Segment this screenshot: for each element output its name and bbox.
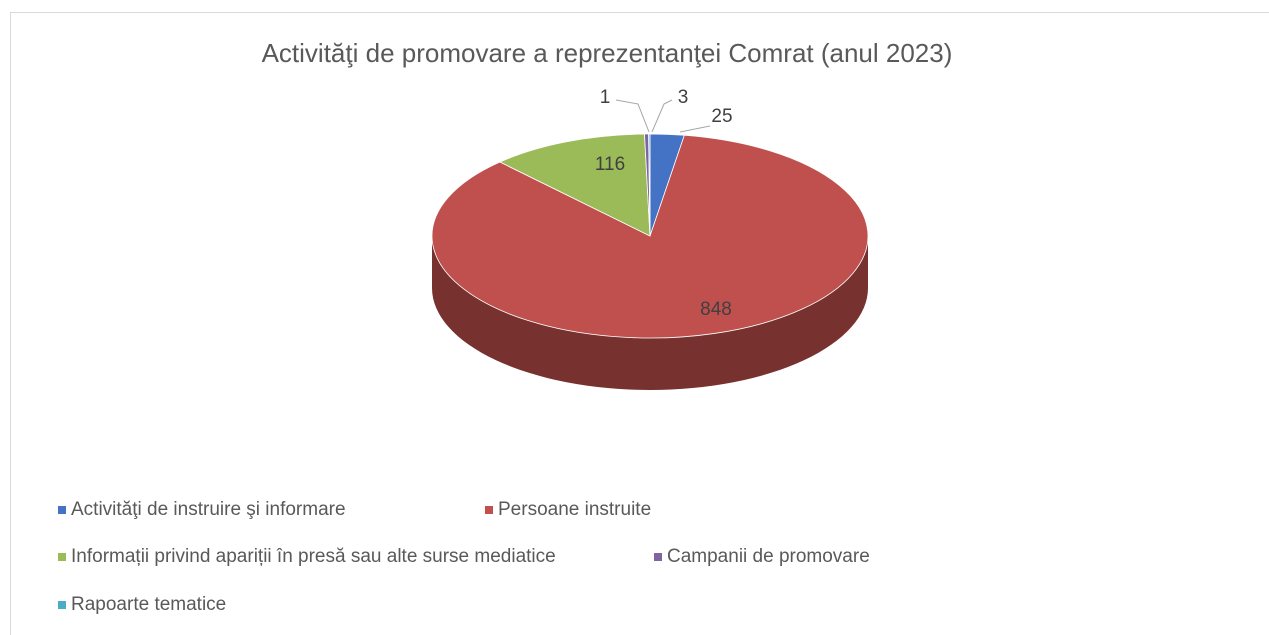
slice bbox=[648, 133, 651, 237]
legend-label: Activităţi de instruire şi informare bbox=[71, 499, 346, 520]
legend-label: Rapoarte tematice bbox=[71, 594, 226, 615]
legend-swatch bbox=[58, 553, 66, 561]
legend-label: Informații privind apariții în presă sau… bbox=[71, 546, 556, 567]
data-label: 3 bbox=[678, 87, 689, 108]
data-label: 1 bbox=[600, 87, 611, 108]
slice-side bbox=[432, 236, 868, 390]
data-label: 848 bbox=[700, 299, 732, 320]
leader-line bbox=[615, 99, 650, 133]
data-label: 116 bbox=[595, 154, 625, 175]
slice bbox=[498, 133, 651, 237]
legend-swatch bbox=[654, 553, 662, 561]
slice bbox=[431, 134, 869, 339]
legend-swatch bbox=[58, 506, 66, 514]
data-label: 25 bbox=[711, 106, 732, 127]
leader-line bbox=[651, 99, 673, 133]
legend-label: Campanii de promovare bbox=[667, 546, 870, 567]
leader-line bbox=[679, 125, 711, 133]
legend-swatch bbox=[485, 506, 493, 514]
legend-swatch bbox=[58, 601, 66, 609]
legend-label: Persoane instruite bbox=[498, 499, 651, 520]
chart-title: Activităţi de promovare a reprezentanţei… bbox=[262, 38, 953, 68]
